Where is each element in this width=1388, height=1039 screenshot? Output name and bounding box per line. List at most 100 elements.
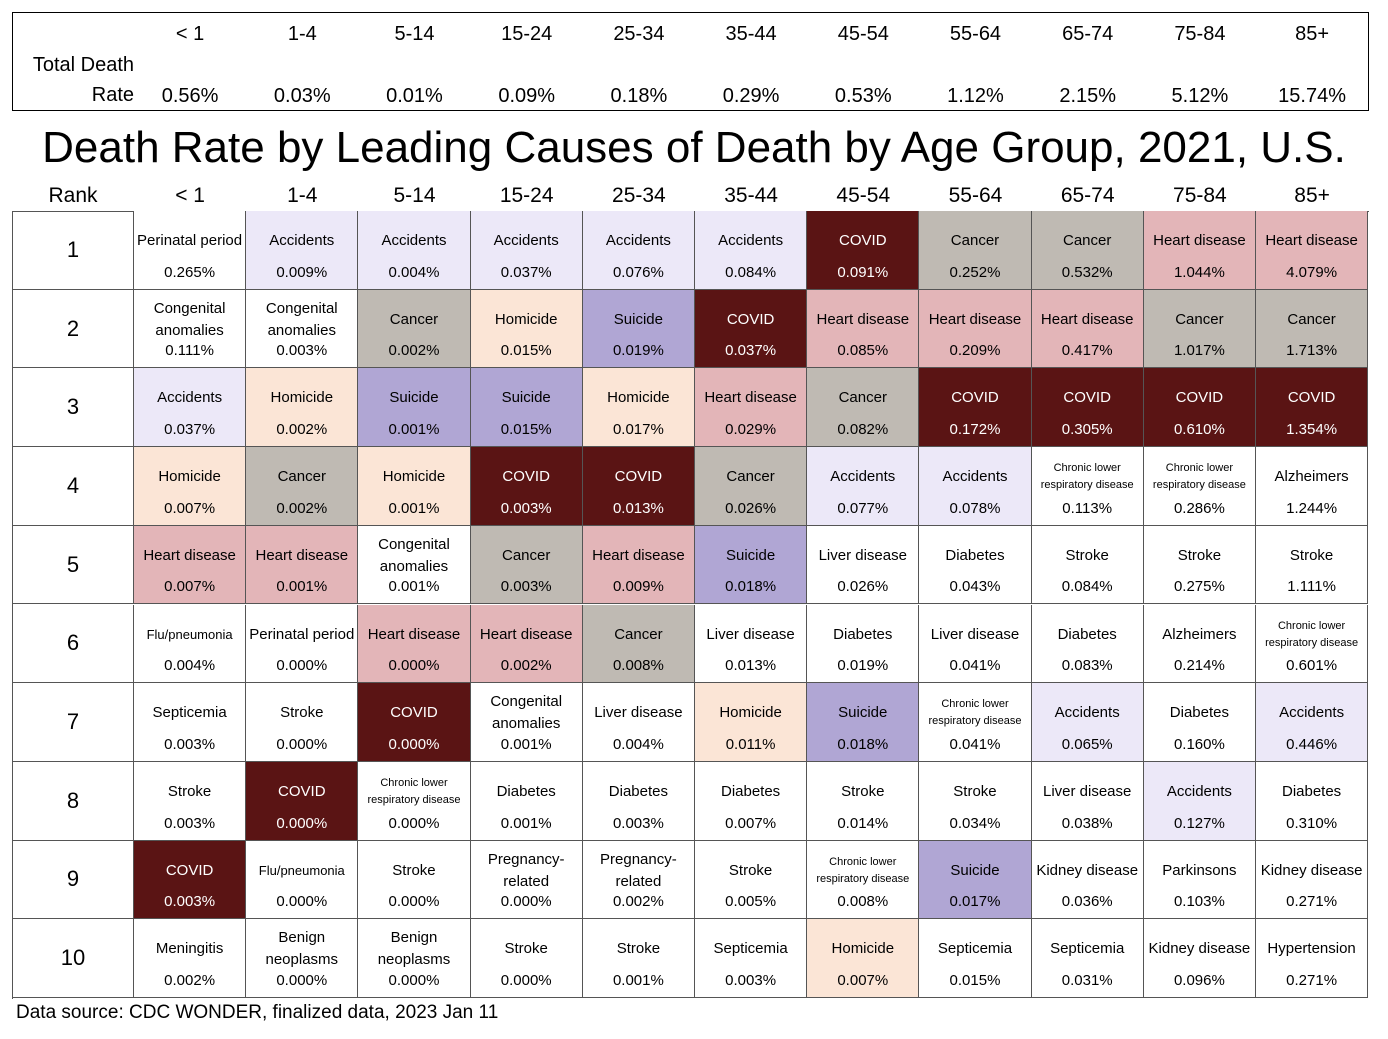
- cause: Accidents: [381, 232, 447, 249]
- cause: Heart disease: [704, 389, 797, 407]
- cause: Congenital anomalies: [153, 299, 226, 339]
- cause-cell: Septicemia 0.003%: [134, 683, 247, 762]
- cause: Chronic lower respiratory disease: [928, 698, 1022, 728]
- cause-cell: Diabetes 0.007%: [695, 761, 808, 841]
- cause: COVID: [1287, 389, 1336, 407]
- cause: Heart disease: [1153, 232, 1246, 249]
- cause: Alzheimers: [1162, 625, 1237, 643]
- cause: Septicemia: [152, 704, 227, 722]
- cause-cell: Pregnancy-related 0.002%: [582, 840, 695, 920]
- rate: 0.001%: [276, 578, 328, 596]
- cause: Homicide: [607, 389, 670, 407]
- rate: 1.713%: [1286, 342, 1338, 360]
- rate: 0.002%: [276, 499, 328, 517]
- rate: 0.000%: [388, 814, 440, 832]
- cause-cell: Stroke 0.034%: [919, 761, 1032, 841]
- rate: 0.043%: [949, 578, 1001, 596]
- cause-cell: Chronic lower respiratory disease 0.113%: [1031, 447, 1144, 526]
- rate: 1.017%: [1173, 342, 1225, 360]
- rate: 0.001%: [388, 499, 440, 517]
- cause-cell: Accidents 0.065%: [1031, 683, 1144, 762]
- cause: Suicide: [838, 704, 888, 722]
- cause: Meningitis: [155, 940, 224, 958]
- rate: 0.005%: [725, 893, 777, 911]
- cause-cell: Cancer 1.713%: [1256, 289, 1369, 369]
- cause: Stroke: [504, 940, 548, 958]
- cause: Heart disease: [592, 546, 685, 564]
- rate: 0.007%: [164, 578, 216, 596]
- cause-cell: Stroke 0.003%: [134, 761, 247, 841]
- cause-cell: Diabetes 0.003%: [582, 761, 695, 841]
- cause-cell: Suicide 0.017%: [919, 840, 1032, 920]
- cause-cell: Cancer 0.002%: [358, 289, 471, 369]
- cause: Diabetes: [720, 782, 781, 800]
- rate: 0.103%: [1173, 893, 1225, 911]
- rate: 0.001%: [388, 421, 440, 439]
- cause-cell: Accidents 0.127%: [1143, 761, 1256, 841]
- cause: Kidney disease: [1036, 861, 1139, 879]
- rate: 0.000%: [276, 814, 328, 832]
- cause-cell: Homicide 0.007%: [807, 919, 920, 998]
- cause-cell: Chronic lower respiratory disease 0.041%: [919, 683, 1032, 762]
- rate: 0.610%: [1173, 421, 1225, 439]
- rate: 0.172%: [949, 421, 1001, 439]
- age-group: 1-4: [287, 22, 317, 45]
- cause-cell: Accidents 0.078%: [919, 447, 1032, 526]
- cause: Heart disease: [928, 310, 1022, 328]
- cause-cell: COVID 0.172%: [919, 368, 1032, 448]
- cause-cell: Accidents 0.446%: [1256, 683, 1369, 762]
- cause-cell: Perinatal period 0.000%: [246, 604, 359, 684]
- age-group: 85+: [1295, 22, 1330, 45]
- rate: 1.244%: [1286, 499, 1338, 517]
- cause-cell: Accidents 0.037%: [470, 211, 583, 290]
- age-group: 75-84: [1174, 22, 1226, 45]
- cause-cell: Accidents 0.076%: [582, 211, 695, 290]
- cause: Liver disease: [930, 625, 1020, 643]
- cause: Liver disease: [1042, 782, 1132, 800]
- top-table: [12, 12, 1369, 111]
- rate: 0.111%: [165, 342, 214, 360]
- rate: 0.026%: [837, 578, 889, 596]
- cause-cell: Cancer 0.026%: [695, 447, 808, 526]
- cause: Cancer: [1287, 310, 1336, 328]
- total-rate: 0.56%: [161, 84, 219, 107]
- rate: 0.084%: [1061, 578, 1113, 596]
- rate: 0.076%: [612, 263, 664, 281]
- cause: Accidents: [269, 232, 335, 249]
- rate: 1.044%: [1173, 263, 1225, 281]
- cause-cell: COVID 0.091%: [807, 211, 920, 290]
- age-group: 25-34: [613, 22, 665, 45]
- cause-cell: Heart disease 0.007%: [134, 525, 247, 605]
- cause-cell: Flu/pneumonia 0.004%: [134, 604, 247, 684]
- rate: 0.031%: [1061, 971, 1113, 989]
- rate: 0.532%: [1061, 263, 1113, 281]
- cause-cell: Stroke 0.000%: [246, 683, 359, 762]
- cause-cell: Heart disease 1.044%: [1143, 211, 1256, 290]
- age-group: 5-14: [394, 22, 435, 45]
- cause-cell: Diabetes 0.083%: [1031, 604, 1144, 684]
- cause: Homicide: [270, 389, 334, 407]
- cause-cell: Cancer 0.003%: [470, 525, 583, 605]
- cause: Homicide: [719, 704, 782, 722]
- cause-cell: COVID 0.003%: [470, 447, 583, 526]
- cause: COVID: [726, 310, 775, 328]
- rate: 0.091%: [837, 263, 889, 281]
- cause: Liver disease: [818, 546, 907, 564]
- cause: Accidents: [493, 232, 559, 249]
- rate: 0.096%: [1173, 971, 1225, 989]
- cause-cell: Stroke 0.001%: [582, 919, 695, 998]
- cause: Congenital anomalies: [378, 535, 450, 575]
- cause-cell: Alzheimers 1.244%: [1256, 447, 1369, 526]
- cause: Accidents: [830, 468, 896, 486]
- total-rate: 0.53%: [834, 84, 892, 107]
- cause-cell: COVID 0.037%: [695, 289, 808, 369]
- cause-cell: Stroke 0.000%: [358, 840, 471, 920]
- rate: 0.015%: [500, 342, 552, 360]
- cause: Chronic lower respiratory disease: [1040, 462, 1134, 492]
- cause: Chronic lower respiratory disease: [1152, 462, 1246, 492]
- cause: Heart disease: [479, 625, 573, 643]
- cause-cell: Heart disease 4.079%: [1256, 211, 1369, 290]
- cause: Benign neoplasms: [377, 929, 451, 969]
- cause-cell: COVID 0.003%: [134, 840, 247, 920]
